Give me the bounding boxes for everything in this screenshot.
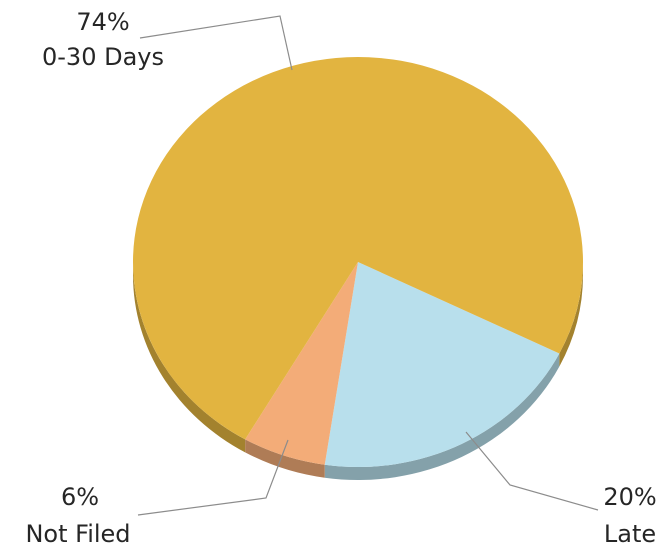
slice-2-label: Not Filed: [25, 520, 130, 548]
slice-0-label: 0-30 Days: [42, 43, 164, 71]
slice-1-label: Late: [604, 520, 656, 548]
leader-line-1: [465, 431, 599, 511]
slice-0-percent: 74%: [76, 8, 129, 36]
slice-1-percent: 20%: [603, 483, 656, 511]
slice-side-1: [324, 353, 560, 480]
leader-lines: [137, 15, 599, 516]
slice-2: [245, 262, 358, 465]
pie-slices: [133, 57, 583, 468]
slice-side-0: [133, 262, 246, 453]
leader-line-2: [137, 439, 289, 516]
slice-1: [324, 262, 560, 468]
slice-side-2: [245, 439, 325, 478]
slice-0: [133, 57, 583, 440]
slice-2-percent: 6%: [61, 483, 99, 511]
leader-line-0: [139, 15, 293, 71]
slice-side-0: [559, 262, 583, 367]
pie-sides: [133, 262, 583, 480]
